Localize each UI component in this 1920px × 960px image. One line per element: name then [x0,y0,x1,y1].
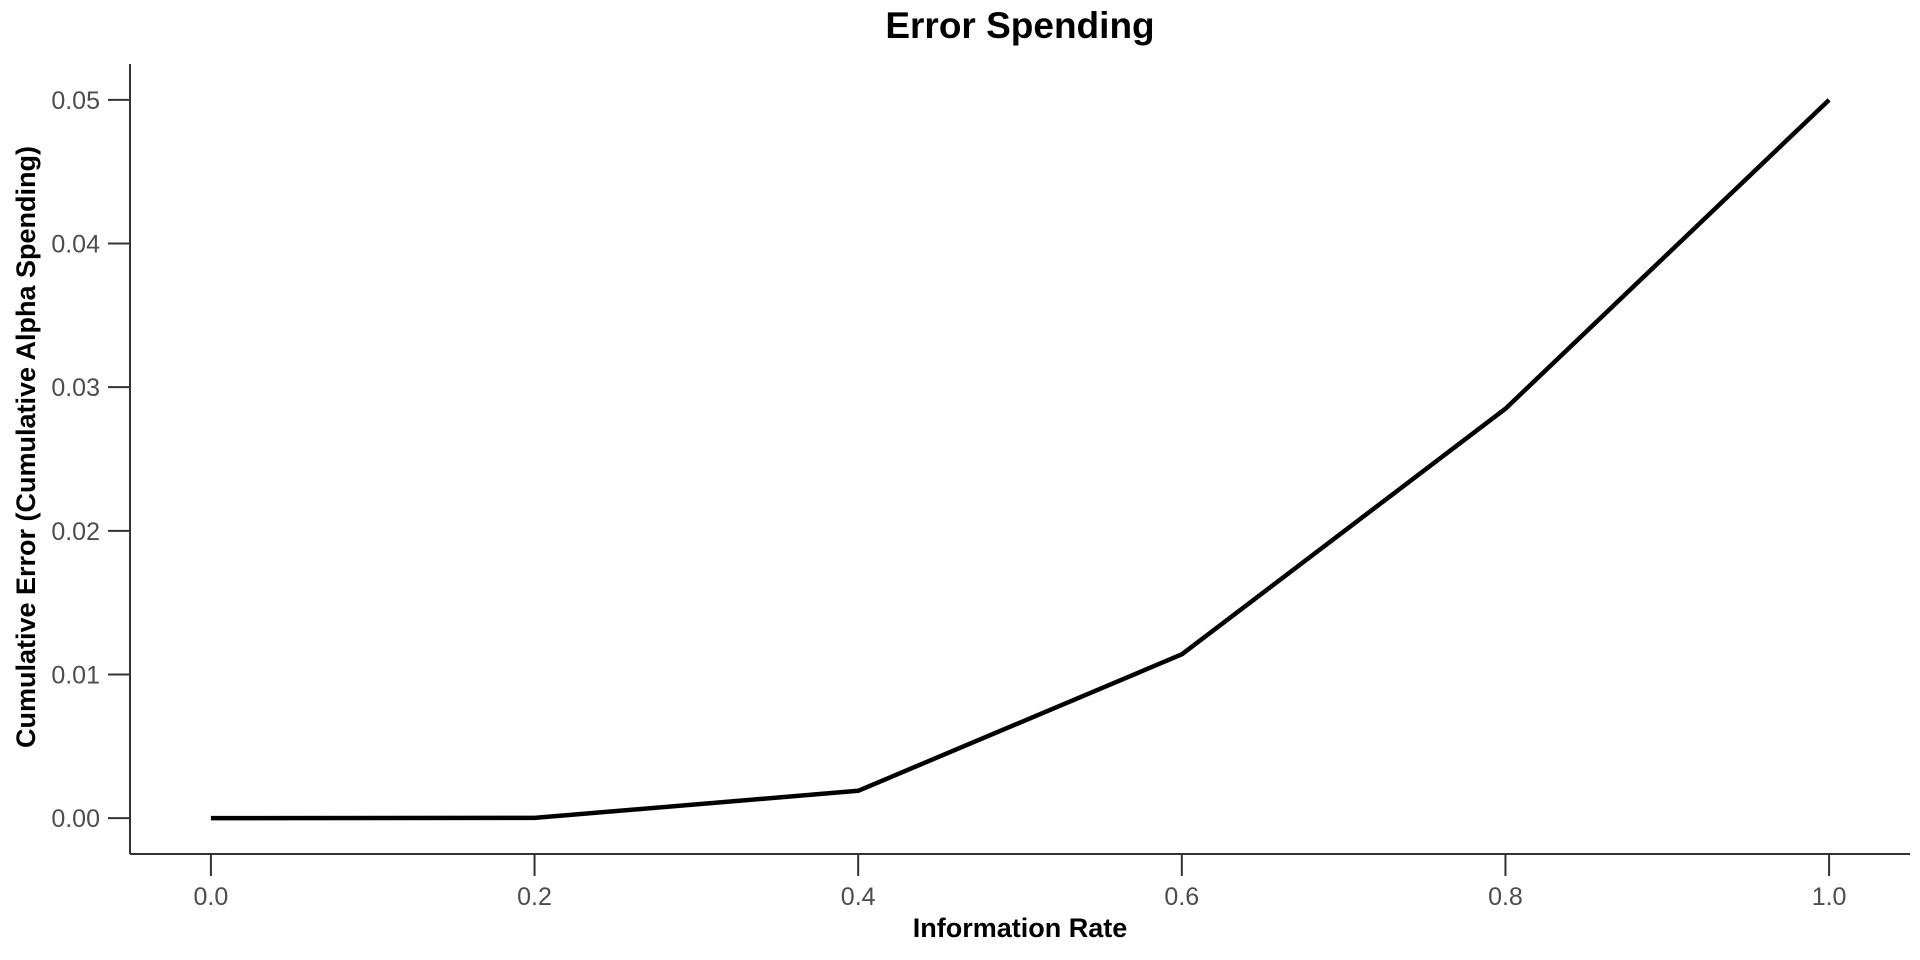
y-tick-label: 0.04 [51,231,100,259]
y-tick-label: 0.03 [51,374,100,402]
x-tick-label: 0.2 [517,883,552,911]
x-tick-label: 0.4 [841,883,876,911]
x-tick-label: 1.0 [1812,883,1847,911]
y-tick-label: 0.02 [51,518,100,546]
x-tick-label: 0.0 [194,883,229,911]
chart-title: Error Spending [885,5,1155,46]
x-tick-label: 0.6 [1164,883,1199,911]
x-axis-title: Information Rate [912,913,1128,943]
error-spending-line [210,98,1831,821]
y-tick-label: 0.05 [51,87,100,115]
y-tick-label: 0.00 [51,805,100,833]
y-tick-label: 0.01 [51,661,100,689]
x-tick-label: 0.8 [1488,883,1523,911]
